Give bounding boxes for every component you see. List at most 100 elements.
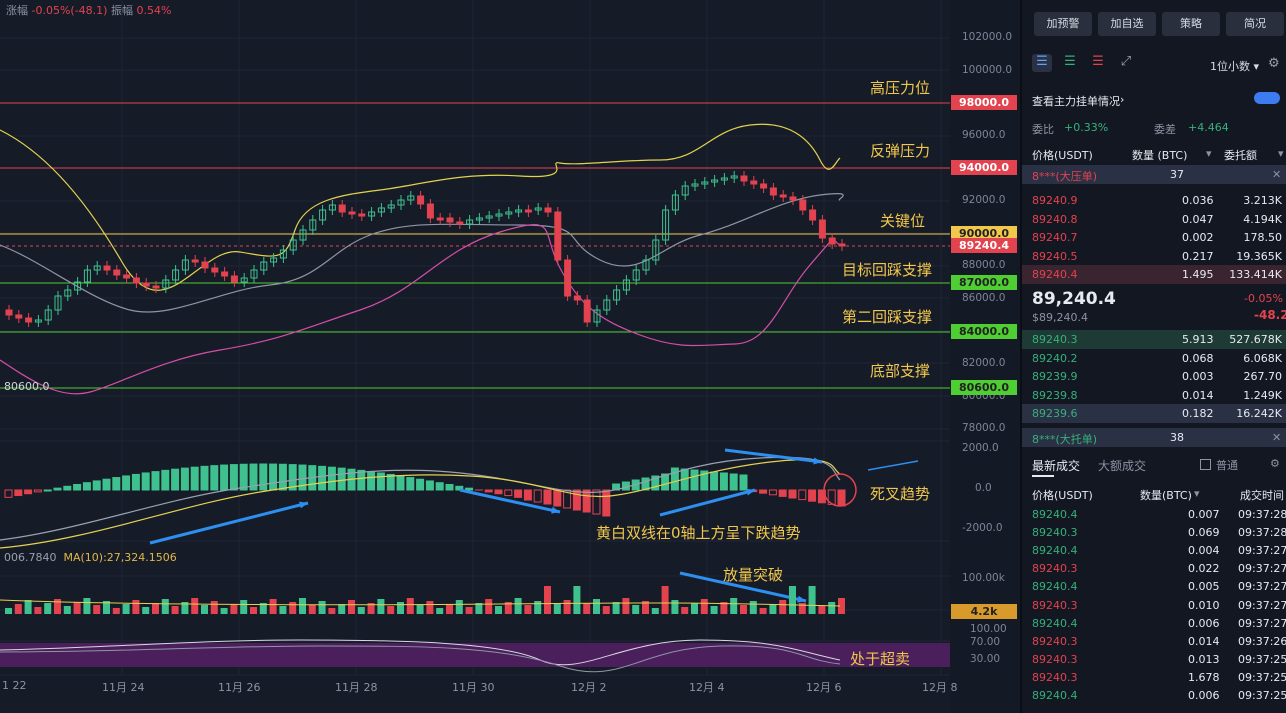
bid-row[interactable]: 89239.9 0.003 267.70 — [1032, 370, 1282, 383]
ma-readout: 006.7840 MA(10):27,324.1506 — [4, 551, 177, 564]
candle — [593, 309, 601, 323]
candle — [485, 215, 493, 219]
volume-bar — [93, 605, 101, 614]
main-orders-row[interactable]: 查看主力挂单情况 › — [1022, 90, 1286, 109]
arrow-macd-down-head — [551, 506, 560, 514]
volume-bar — [269, 599, 277, 614]
asks-only-icon[interactable]: ☰ — [1092, 54, 1104, 69]
ask-row[interactable]: 89240.4 1.495 133.414K — [1022, 265, 1286, 284]
candle — [779, 194, 787, 198]
ask-row[interactable]: 89240.9 0.036 3.213K — [1032, 194, 1282, 207]
ask-row[interactable]: 89240.5 0.217 19.365K — [1032, 249, 1282, 263]
macd-bar — [837, 489, 846, 507]
volume-bar — [191, 598, 199, 614]
bid-row[interactable]: 89239.6 0.182 16.242K — [1022, 404, 1286, 423]
y-tick: 92000.0 — [962, 194, 1006, 206]
overview-button[interactable]: 简况 — [1226, 12, 1284, 36]
x-tick: 11月 24 — [102, 681, 145, 694]
arrow-tail — [867, 460, 919, 471]
strategy-button[interactable]: 策略 — [1162, 12, 1220, 36]
macd-bar — [739, 474, 748, 491]
macd-bar — [102, 478, 111, 491]
tab-underline — [1032, 475, 1054, 477]
macd-bar — [131, 473, 140, 491]
candle — [299, 229, 307, 241]
price-tag-80600: 80600.0 — [951, 380, 1017, 395]
ask-row[interactable]: 89240.8 0.047 4.194K — [1032, 212, 1282, 226]
toggle-switch[interactable] — [1254, 92, 1280, 104]
candle — [132, 277, 140, 284]
macd-bar — [318, 465, 327, 491]
arrow-macd-rise-head — [746, 488, 755, 496]
macd-bar — [494, 489, 503, 495]
alert-button[interactable]: 加预警 — [1034, 12, 1092, 36]
candle — [309, 219, 317, 231]
macd-bar — [122, 475, 131, 491]
volume-bar — [720, 602, 728, 614]
ask-row[interactable]: 89240.7 0.002 178.50 — [1032, 231, 1282, 244]
macd-bar — [602, 489, 611, 517]
candle — [818, 219, 826, 239]
change-value: -0.05%(-48.1) — [31, 4, 108, 17]
bid-row[interactable]: 89240.3 5.913 527.678K — [1022, 330, 1286, 349]
macd-bar — [386, 473, 395, 491]
volume-bar — [534, 601, 542, 614]
macd-bar — [533, 489, 542, 503]
tab-latest-trades[interactable]: 最新成交 — [1032, 459, 1081, 473]
bid-row[interactable]: 89240.2 0.068 6.068K — [1032, 351, 1282, 365]
annotation-rebound-resistance: 反弹压力 — [870, 142, 931, 160]
candle — [642, 259, 650, 271]
macd-bar — [798, 489, 807, 501]
candle — [25, 317, 33, 323]
settings-gear-icon[interactable]: ⚙ — [1268, 56, 1280, 71]
candle — [524, 209, 532, 213]
macd-bar — [229, 464, 238, 491]
volume-bar — [279, 606, 287, 614]
volume-bar — [612, 602, 620, 614]
volume-bar — [632, 605, 640, 614]
macd-bar — [200, 465, 209, 491]
volume-bar — [553, 604, 561, 614]
normal-checkbox[interactable] — [1200, 459, 1211, 470]
kline-chart-area[interactable]: 涨幅 -0.05%(-48.1) 振幅 0.54% 高压力位 反弹压力 关键位 … — [0, 0, 1020, 713]
candle — [789, 196, 797, 201]
candle — [681, 185, 689, 196]
chart-canvas[interactable] — [0, 0, 1020, 713]
expand-icon[interactable]: ⤢ — [1120, 54, 1132, 69]
macd-bar — [425, 480, 434, 491]
candle — [279, 249, 287, 259]
macd-bar — [563, 489, 572, 509]
macd-bar — [259, 463, 268, 491]
both-sides-icon[interactable]: ☰ — [1032, 54, 1052, 72]
macd-bar — [445, 484, 454, 491]
decimals-select[interactable]: 1位小数 ▾ — [1210, 60, 1260, 73]
bid-row[interactable]: 89239.8 0.014 1.249K — [1032, 388, 1282, 402]
macd-bar — [278, 463, 287, 491]
macd-bar — [220, 464, 229, 491]
candle — [809, 209, 817, 221]
rsi-tick: 70.00 — [970, 636, 1001, 648]
volume-bar — [289, 602, 297, 614]
candle — [613, 289, 621, 301]
wei-bi-row: 委比 +0.33% 委差 +4.464 — [1032, 121, 1229, 136]
trade-row: 89240.3 0.010 09:37:27 — [1032, 598, 1286, 612]
candle — [250, 269, 258, 279]
volume-bar — [406, 598, 414, 614]
price-tag-volume: 4.2k — [951, 604, 1017, 619]
candle — [397, 199, 405, 206]
watchlist-button[interactable]: 加自选 — [1098, 12, 1156, 36]
volume-bar — [250, 607, 257, 614]
trade-row: 89240.3 0.013 09:37:25 — [1032, 652, 1286, 666]
candle — [769, 187, 777, 196]
tab-large-trades[interactable]: 大额成交 — [1098, 459, 1147, 473]
boll-mid — [0, 193, 844, 313]
candle — [142, 282, 150, 287]
bids-only-icon[interactable]: ☰ — [1064, 54, 1076, 69]
candle — [5, 309, 13, 316]
volume-bar — [112, 608, 120, 614]
big-ask-row[interactable]: 8***(大压单) 37 ✕ — [1022, 165, 1286, 184]
candle — [64, 289, 72, 297]
volume-bar — [818, 606, 826, 614]
macd-bar — [465, 487, 474, 491]
big-bid-row[interactable]: 8***(大托单) 38 ✕ — [1022, 428, 1286, 447]
